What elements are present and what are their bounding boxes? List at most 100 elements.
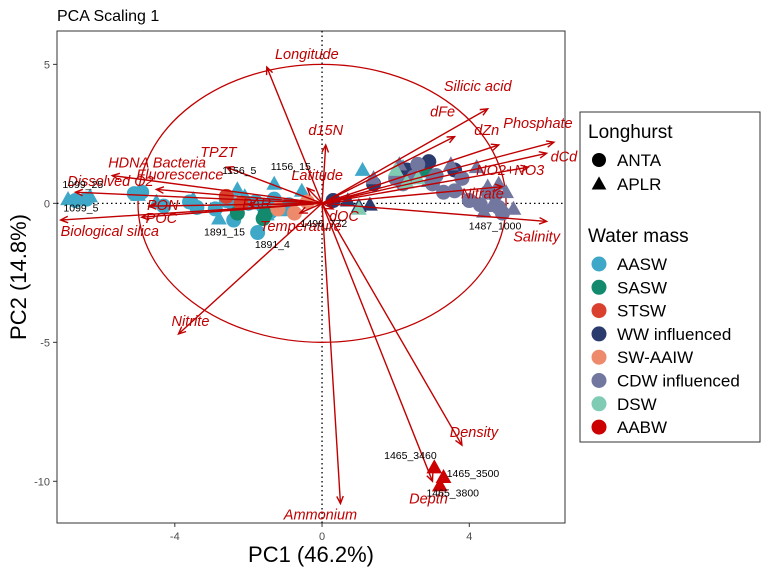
legend-water-mass-label: AABW: [617, 418, 667, 437]
x-axis: -4 0 4: [170, 523, 472, 543]
sample-label: 1487_1000: [469, 221, 522, 233]
loading-label-nitrate: Nitrate: [461, 187, 504, 203]
legend-circle-symbol: [592, 153, 606, 167]
legend-color-title: Water mass: [588, 226, 689, 247]
point-cdw-influenced-circle: [494, 205, 510, 221]
sample-label: 1156_15: [271, 161, 311, 173]
loading-label-no2-no3: NO2+NO3: [476, 163, 544, 179]
arrow-head: [520, 164, 530, 173]
loading-label-ammonium: Ammonium: [283, 508, 357, 524]
x-axis-label: PC1 (46.2%): [248, 542, 374, 567]
arrow-doc: [321, 202, 335, 210]
loading-label-par: PAR: [242, 197, 271, 213]
point-sasw-circle: [257, 206, 273, 222]
arrow-shaft: [321, 141, 555, 205]
chart-title: PCA Scaling 1: [57, 8, 159, 25]
arrow-head: [177, 326, 187, 336]
legend-water-mass-entries: AASW SASW STSW WW influenced SW-AAIW CDW infl…: [591, 255, 740, 437]
loading-label-dzn: dZn: [474, 123, 499, 139]
arrow-head: [336, 495, 344, 506]
loading-label-silicic-acid: Silicic acid: [444, 79, 513, 95]
legend-water-mass-label: STSW: [617, 302, 666, 321]
legend-box: [579, 111, 761, 443]
legend-water-mass-label: CDW influenced: [617, 372, 740, 391]
legend-water-mass-label: AASW: [617, 255, 667, 274]
arrow-head: [265, 65, 274, 76]
sample-labels: 1099_25 1099_5 1156_5 1156_15 1891_15 1891_4 1…: [62, 161, 521, 500]
y-tick-label: 0: [44, 198, 50, 210]
arrow-ammonium: [321, 203, 344, 506]
arrow-temperature: [298, 202, 323, 214]
point-dsw-triangle: [387, 161, 404, 176]
point-cdw-influenced-triangle: [450, 181, 467, 196]
arrow-head: [479, 107, 490, 116]
loading-label-biological-silica: Biological silica: [61, 224, 159, 240]
legend-swatch-sasw: [591, 279, 607, 295]
x-tick-label: 4: [466, 531, 472, 543]
sample-label: 1099_25: [62, 179, 103, 191]
arrow-shaft: [75, 191, 323, 205]
arrow-head: [545, 140, 556, 148]
arrow-shaft: [178, 202, 323, 335]
arrow-dzn: [321, 143, 501, 205]
arrow-head: [426, 473, 434, 483]
arrow-head: [455, 437, 463, 447]
point-cdw-influenced-triangle: [505, 200, 522, 215]
point-cdw-influenced-triangle: [498, 184, 514, 199]
loading-label-phosphate: Phosphate: [503, 116, 572, 132]
loading-label-fluorescence: Fluorescence: [136, 167, 223, 183]
loading-label-hdna-bacteria: HDNA Bacteria: [108, 156, 206, 172]
loading-arrows: [58, 65, 556, 506]
point-aasw-triangle: [211, 210, 227, 225]
circle-outline: [137, 63, 507, 343]
arrow-head: [494, 183, 505, 192]
sample-label: 1496_772: [301, 218, 348, 230]
legend-water-mass-label: SASW: [617, 278, 667, 297]
loading-label-salinity: Salinity: [513, 229, 560, 245]
y-axis-label: PC2 (14.8%): [6, 214, 31, 340]
arrow-head: [321, 143, 330, 153]
arrow-head: [147, 202, 157, 210]
point-aasw-triangle: [354, 161, 371, 176]
arrow-dfe: [321, 135, 457, 204]
legend-swatch-sw-aaiw: [591, 349, 607, 365]
legend-swatch-ww-influenced: [591, 326, 607, 342]
arrow-head: [298, 206, 308, 214]
arrow-density: [321, 202, 463, 447]
arrow-head: [490, 143, 501, 151]
legend-swatch-aabw: [591, 419, 607, 435]
point-sw-aaiw-circle: [286, 205, 302, 221]
point-aasw-triangle: [60, 191, 76, 206]
arrow-shaft: [321, 202, 334, 210]
point-aasw-circle: [250, 225, 266, 241]
arrow-shaft: [321, 202, 463, 446]
legend-shape-label: ANTA: [617, 151, 662, 170]
point-aabw-triangle: [431, 477, 448, 492]
legend-swatch-dsw: [591, 396, 607, 412]
arrow-salinity: [321, 202, 549, 225]
y-tick-label: 5: [44, 59, 50, 71]
sample-label: 1465_3800: [426, 488, 479, 500]
plot-panel: [56, 30, 566, 524]
loading-label-d15n: d15N: [308, 123, 343, 139]
legend-water-mass-label: SW-AAIW: [617, 348, 693, 367]
arrow-shaft: [226, 166, 323, 204]
loading-label-dcd: dCd: [551, 149, 579, 165]
point-dsw-triangle: [350, 200, 367, 215]
point-stsw-circle: [218, 188, 234, 204]
arrow-head: [306, 186, 315, 196]
loading-labels: Longitude Silicic acid dFe dZn Phosphate dCd N…: [61, 47, 578, 523]
legend-water-mass-label: DSW: [617, 395, 657, 414]
arrow-hdna-bacteria: [110, 172, 323, 205]
arrow-shaft: [299, 202, 323, 214]
loading-label-temperature: Temperature: [260, 219, 342, 235]
point-cdw-influenced-circle: [410, 156, 426, 172]
arrow-fluorescence: [154, 186, 323, 205]
point-aasw-triangle: [293, 182, 310, 197]
correlation-circle: [137, 63, 507, 343]
arrow-shaft: [321, 144, 327, 204]
loading-label-doc: dOC: [329, 209, 359, 225]
arrow-silicic-acid: [321, 107, 490, 204]
arrow-longitude: [265, 65, 323, 204]
